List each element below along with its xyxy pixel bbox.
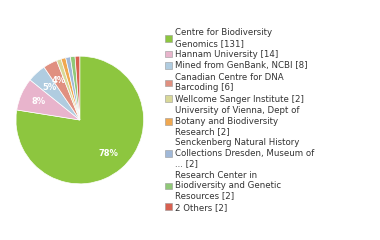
Text: 4%: 4% (52, 76, 66, 85)
Wedge shape (57, 59, 80, 120)
Text: 78%: 78% (99, 150, 119, 158)
Wedge shape (44, 60, 80, 120)
Legend: Centre for Biodiversity
Genomics [131], Hannam University [14], Mined from GenBa: Centre for Biodiversity Genomics [131], … (164, 27, 315, 213)
Wedge shape (17, 80, 80, 120)
Text: 5%: 5% (43, 83, 57, 92)
Text: 8%: 8% (32, 97, 46, 106)
Wedge shape (70, 56, 80, 120)
Wedge shape (61, 58, 80, 120)
Wedge shape (16, 56, 144, 184)
Wedge shape (30, 67, 80, 120)
Wedge shape (75, 56, 80, 120)
Wedge shape (66, 57, 80, 120)
